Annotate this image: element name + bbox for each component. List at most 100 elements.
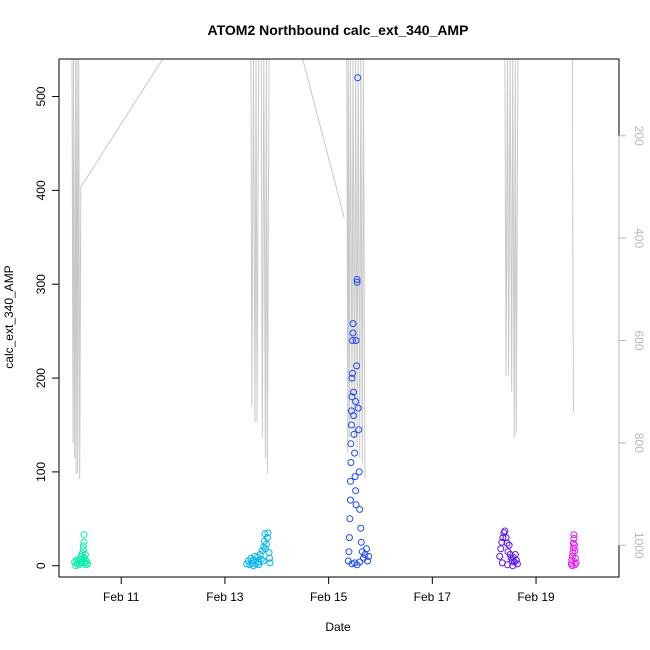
point-2-31: [357, 524, 365, 532]
point-3-0: [496, 552, 504, 560]
y-tick-label-1: 100: [34, 462, 48, 482]
point-3-17: [513, 560, 521, 568]
point-1-22: [266, 554, 273, 562]
point-4-13: [571, 561, 579, 569]
point-2-12: [349, 369, 356, 377]
y2-tick-label-2: 600: [632, 331, 646, 351]
point-2-7: [347, 440, 355, 448]
point-2-1: [345, 548, 353, 556]
point-1-23: [266, 559, 274, 567]
point-2-17: [350, 430, 358, 438]
point-0-12: [80, 531, 88, 539]
point-2-23: [353, 362, 361, 370]
secondary-y-axis: 200 400 600 800 1000: [618, 126, 646, 559]
y-axis-label: calc_ext_340_AMP: [2, 265, 16, 368]
point-3-19: [504, 561, 511, 569]
y2-tick-label-0: 200: [632, 126, 646, 146]
point-1-20: [264, 529, 272, 537]
x-axis: Feb 11 Feb 13 Feb 15 Feb 17 Feb 19: [103, 577, 555, 604]
y-axis: 0 100 200 300 400 500: [34, 86, 59, 569]
point-1-13: [259, 557, 267, 565]
point-2-11: [348, 374, 356, 382]
y-tick-label-0: 0: [34, 562, 48, 569]
x-axis-label: Date: [325, 620, 351, 634]
point-1-18: [262, 540, 270, 548]
point-2-27: [354, 404, 362, 412]
point-2-25: [353, 276, 361, 283]
depth-profile-3: [302, 58, 345, 218]
point-1-10: [256, 551, 264, 558]
point-2-22: [352, 337, 360, 344]
point-2-36: [363, 545, 370, 553]
point-1-17: [261, 545, 269, 553]
point-2-21: [352, 501, 360, 509]
point-2-18: [351, 449, 359, 457]
point-3-7: [503, 539, 511, 547]
point-4-9: [571, 547, 579, 555]
point-0-17: [71, 558, 79, 566]
data-points: [71, 74, 580, 570]
point-2-37: [364, 557, 371, 565]
point-2-32: [357, 538, 365, 546]
point-4-3: [569, 549, 577, 557]
point-1-25: [255, 561, 263, 569]
point-1-11: [257, 555, 265, 563]
point-2-6: [347, 459, 355, 466]
point-2-24: [353, 278, 361, 286]
point-2-13: [349, 337, 356, 344]
point-2-29: [355, 468, 363, 476]
point-3-20: [509, 562, 517, 570]
depth-profile-2: [250, 58, 270, 474]
point-3-16: [512, 556, 520, 564]
point-2-43: [350, 388, 357, 396]
x-tick-label-1: Feb 13: [206, 590, 244, 604]
point-3-3: [499, 534, 507, 542]
point-2-42: [356, 558, 364, 566]
point-0-9: [79, 546, 87, 554]
y-tick-label-5: 500: [34, 86, 48, 106]
point-3-2: [498, 538, 506, 546]
point-2-20: [352, 487, 360, 495]
depth-profile-lines: [71, 58, 574, 479]
point-2-4: [346, 496, 354, 504]
y2-tick-label-4: 1000: [632, 532, 646, 559]
point-1-24: [249, 562, 257, 570]
point-3-9: [505, 541, 513, 549]
point-2-8: [347, 421, 355, 429]
point-3-1: [497, 545, 505, 553]
point-2-19: [351, 473, 359, 481]
y-tick-label-3: 300: [34, 274, 48, 294]
point-0-11: [80, 538, 88, 546]
point-0-20: [83, 557, 90, 565]
y2-tick-label-1: 400: [632, 228, 646, 248]
point-0-16: [82, 561, 90, 569]
point-2-44: [352, 398, 360, 405]
depth-profile-1: [80, 58, 164, 188]
plot-frame: [58, 58, 620, 578]
point-2-3: [346, 515, 354, 523]
point-4-7: [570, 531, 578, 539]
chart-title: ATOM2 Northbound calc_ext_340_AMP: [208, 22, 469, 38]
y2-tick-label-3: 800: [632, 433, 646, 453]
x-tick-label-0: Feb 11: [103, 590, 140, 604]
point-4-6: [570, 535, 578, 542]
point-3-5: [501, 527, 509, 535]
point-2-10: [348, 393, 356, 401]
depth-profile-0: [71, 58, 82, 479]
depth-profile-4: [346, 58, 366, 479]
point-2-38: [365, 552, 373, 560]
point-2-30: [356, 505, 364, 513]
x-tick-label-2: Feb 15: [310, 590, 348, 604]
point-4-10: [571, 554, 579, 562]
point-2-5: [346, 477, 354, 485]
point-2-15: [349, 320, 357, 328]
point-2-2: [345, 534, 353, 542]
point-0-18: [72, 562, 80, 570]
point-1-19: [263, 534, 271, 542]
point-2-28: [355, 426, 363, 434]
point-2-26: [354, 74, 362, 82]
point-0-21: [84, 560, 91, 568]
y-tick-label-2: 200: [34, 368, 48, 388]
x-tick-label-3: Feb 17: [414, 590, 452, 604]
y-tick-label-4: 400: [34, 180, 48, 200]
